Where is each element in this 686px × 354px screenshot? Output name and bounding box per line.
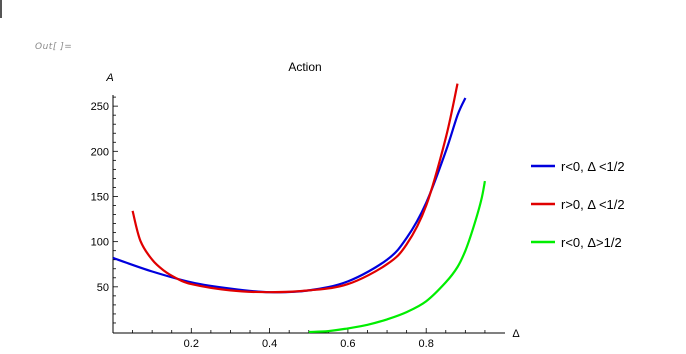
- legend-label-2: r>0, Δ <1/2: [561, 197, 625, 212]
- y-axis-label: A: [105, 72, 113, 84]
- y-tick-label: 150: [91, 191, 109, 203]
- legend-label-3: r<0, Δ>1/2: [561, 235, 622, 250]
- cell-bracket: [0, 0, 2, 18]
- chart-title: Action: [288, 60, 321, 74]
- y-tick-label: 50: [97, 282, 109, 294]
- series-line-3: [308, 180, 486, 334]
- y-tick-label: 250: [91, 101, 109, 113]
- x-tick-label: 0.2: [184, 338, 199, 350]
- x-tick-label: 0.4: [262, 338, 277, 350]
- plot-series: [112, 83, 486, 334]
- output-cell-label: Out[ ]=: [35, 42, 73, 52]
- legend: r<0, Δ <1/2 r>0, Δ <1/2 r<0, Δ>1/2: [531, 159, 625, 250]
- x-tick-label: 0.6: [340, 338, 355, 350]
- series-line-1: [112, 97, 467, 294]
- y-tick-label: 200: [91, 146, 109, 158]
- legend-label-1: r<0, Δ <1/2: [561, 159, 625, 174]
- x-tick-label: 0.8: [419, 338, 434, 350]
- y-tick-label: 100: [91, 237, 109, 249]
- series-line-2: [131, 83, 459, 294]
- axes: 0.2 0.4 0.6 0.8 50 100 150 200 250 A Δ: [91, 72, 521, 350]
- x-axis-label: Δ: [512, 328, 520, 340]
